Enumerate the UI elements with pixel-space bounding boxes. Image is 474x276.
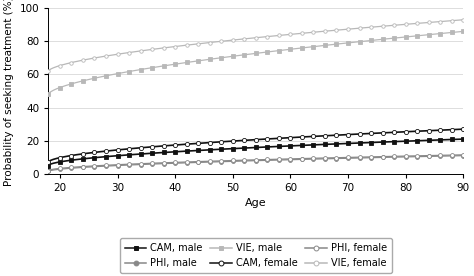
Y-axis label: Probability of seeking treatment (%): Probability of seeking treatment (%) <box>4 0 14 186</box>
X-axis label: Age: Age <box>245 198 267 208</box>
Legend: CAM, male, PHI, male, VIE, male, CAM, female, PHI, female, VIE, female: CAM, male, PHI, male, VIE, male, CAM, fe… <box>120 238 392 273</box>
